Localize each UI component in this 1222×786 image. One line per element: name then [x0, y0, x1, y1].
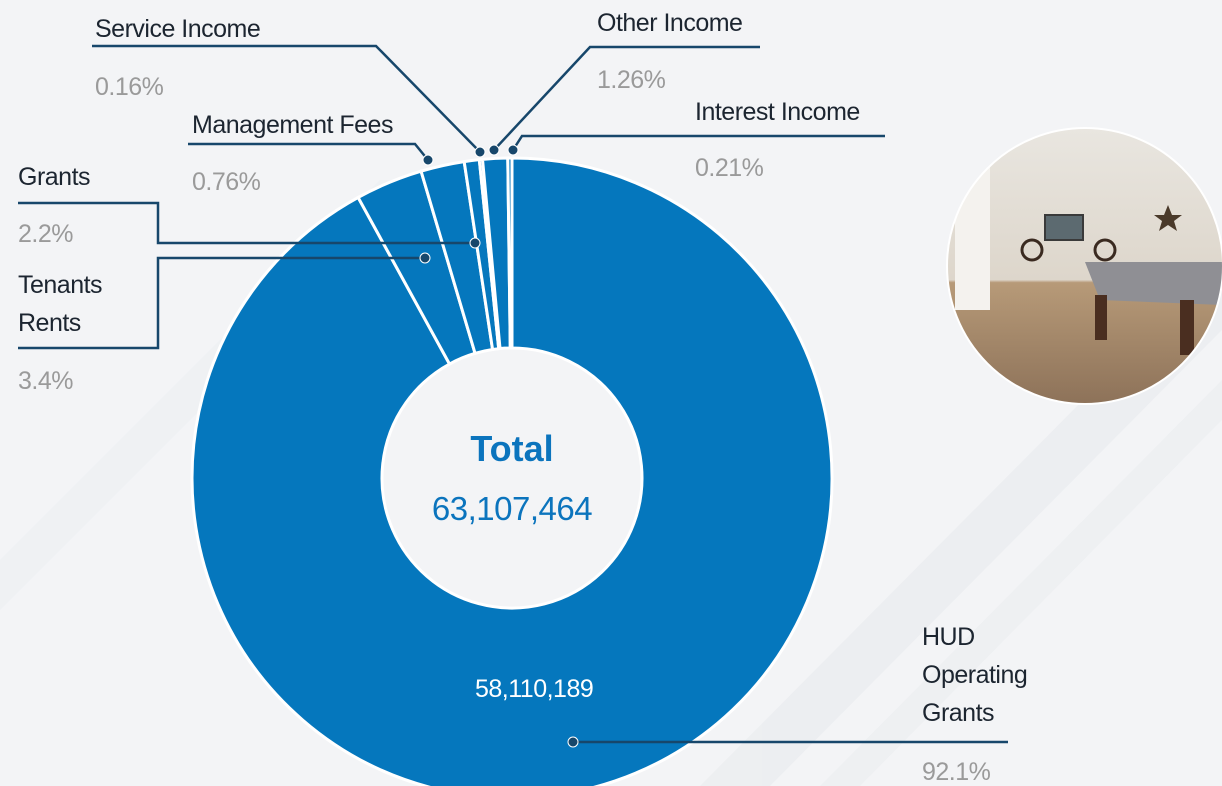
slice-percent: 0.21% — [695, 154, 764, 182]
leader-line — [92, 44, 481, 153]
leader-dot — [474, 146, 486, 158]
leader-line — [188, 142, 429, 161]
photo-frame — [946, 127, 1222, 405]
slice-label: Grants — [18, 163, 91, 191]
slice-percent: 0.16% — [95, 73, 164, 101]
slice-label: Service Income — [95, 15, 261, 43]
leader-dot — [488, 144, 500, 156]
leader-dot — [507, 144, 519, 156]
leader-dot — [422, 154, 434, 166]
leader-dot — [419, 252, 431, 264]
leader-line — [511, 134, 885, 151]
photo — [947, 128, 1222, 404]
leader-dot — [469, 237, 481, 249]
leader-line — [18, 201, 475, 245]
donut-slice — [190, 156, 834, 786]
slice-label: Other Income — [597, 9, 743, 37]
center-title: Total — [470, 428, 554, 469]
slice-percent: 0.76% — [192, 168, 261, 196]
slice-label: HUD Operating Grants — [922, 623, 1028, 727]
leader-dot — [567, 736, 579, 748]
leader-line — [18, 256, 425, 350]
slice-label: Interest Income — [695, 98, 860, 126]
leader-line — [493, 45, 760, 151]
slice-percent: 3.4% — [18, 367, 73, 395]
donut-slice — [506, 156, 514, 350]
center-value: 63,107,464 — [431, 490, 593, 527]
slice-percent: 1.26% — [597, 66, 666, 94]
slice-amount: 58,110,189 — [475, 675, 594, 703]
slice-label: Tenants Rents — [18, 271, 103, 337]
slice-percent: 92.1% — [922, 758, 991, 786]
slice-label: Management Fees — [192, 111, 393, 139]
slice-percent: 2.2% — [18, 220, 73, 248]
